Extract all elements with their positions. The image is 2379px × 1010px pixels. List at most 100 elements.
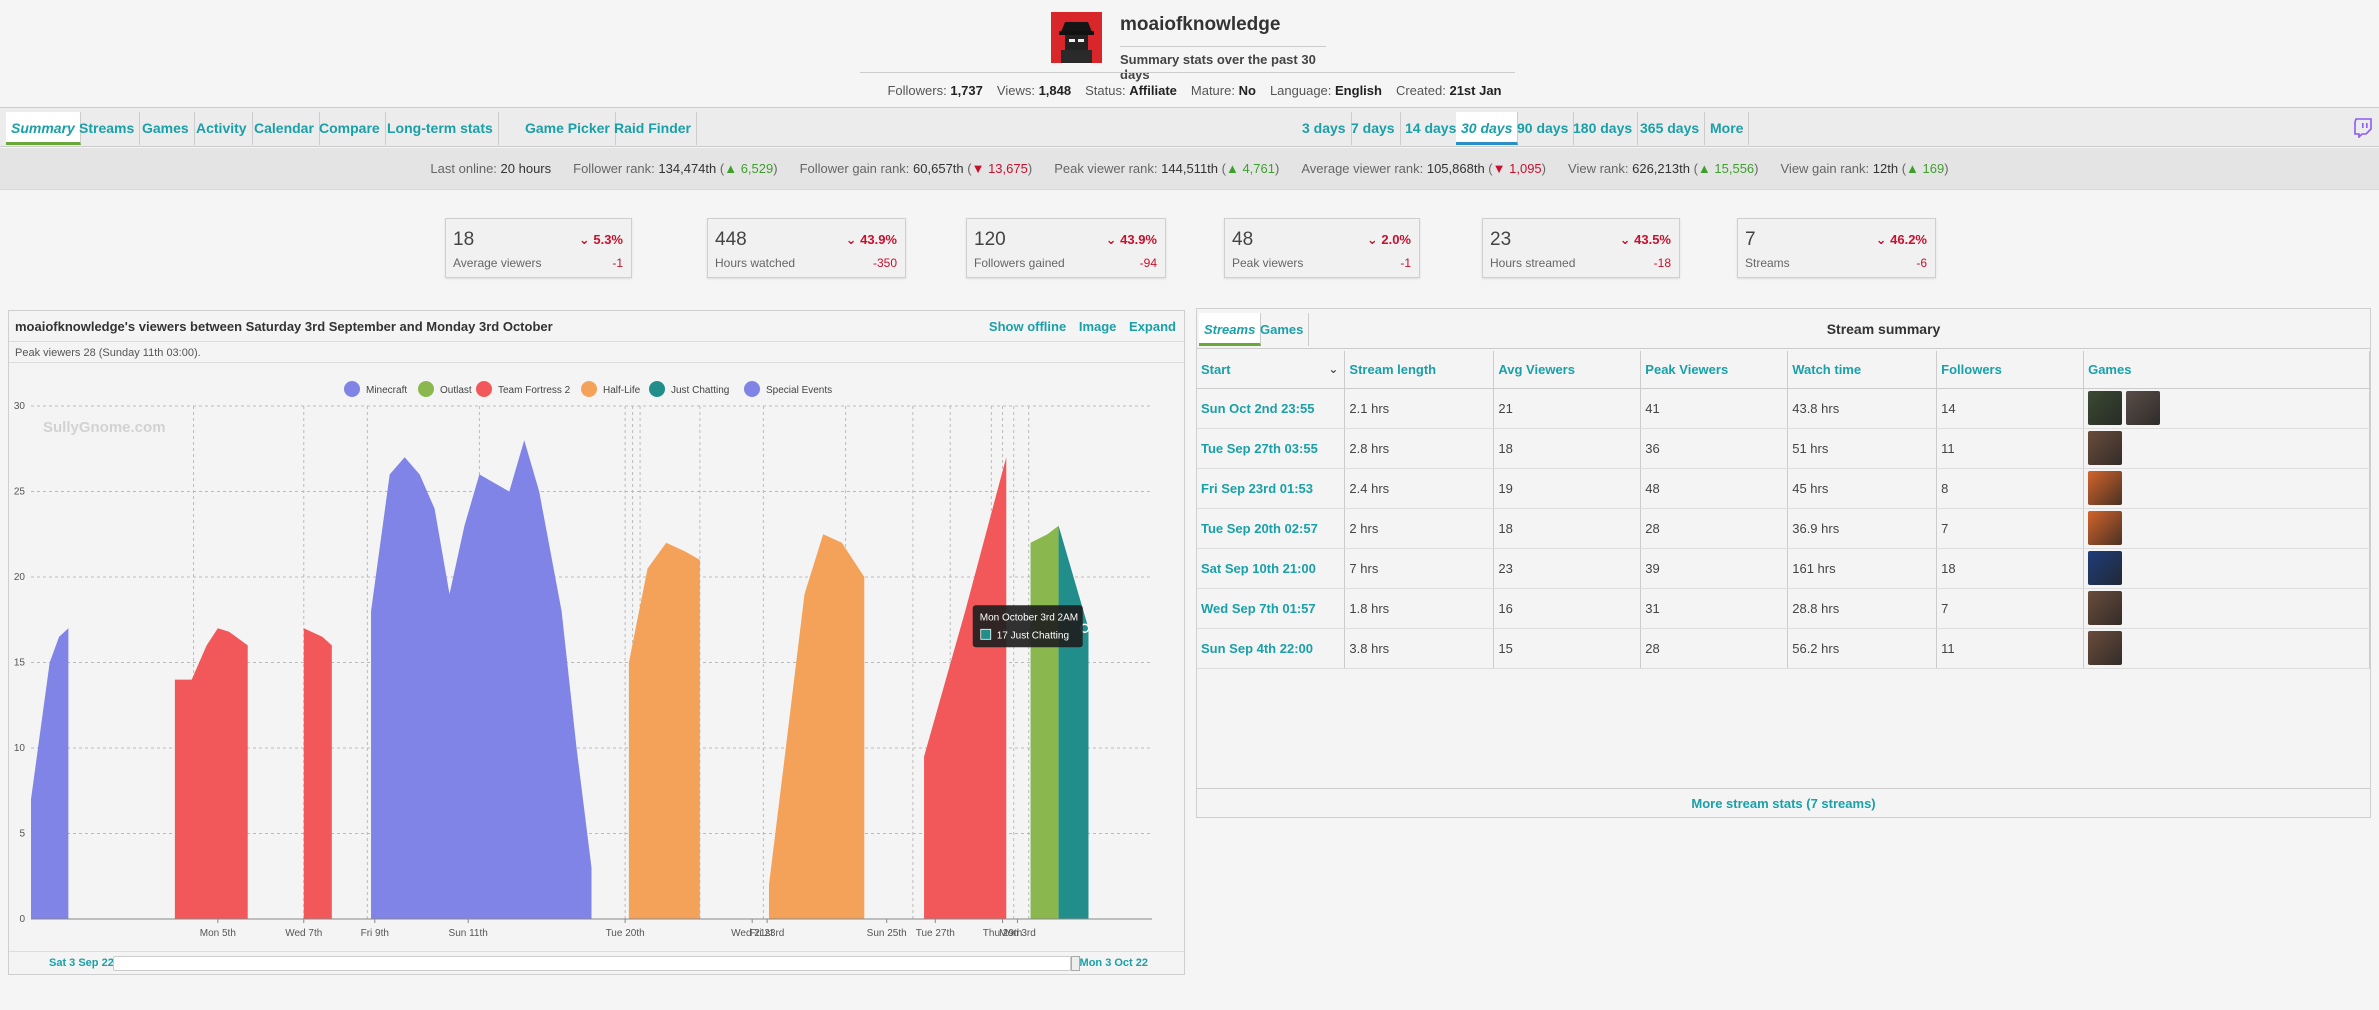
stat-value: Affiliate xyxy=(1129,83,1177,98)
viewers-chart[interactable]: 0 5 10 15 20 25 30 Mon 5th Wed 7th Fri 9th Sun 11t… xyxy=(9,363,1186,951)
image-link[interactable]: Image xyxy=(1078,319,1117,334)
cell-peak: 48 xyxy=(1640,468,1789,509)
column-header-peak-viewers[interactable]: Peak Viewers xyxy=(1640,351,1789,389)
area-segment-outlast[interactable] xyxy=(1030,525,1059,919)
card-percent: ⌄ 43.9% xyxy=(846,232,897,248)
sort-chevron-down-icon[interactable]: ⌄ xyxy=(1328,361,1339,376)
cell-games xyxy=(2083,628,2370,669)
cell-peak: 39 xyxy=(1640,548,1789,589)
range-tab-90-days[interactable]: 90 days xyxy=(1512,112,1575,145)
range-tab-more[interactable]: More xyxy=(1705,112,1750,145)
cell-peak: 31 xyxy=(1640,588,1789,629)
game-thumbnail[interactable] xyxy=(2088,471,2123,505)
game-thumbnail[interactable] xyxy=(2088,391,2123,425)
game-thumbnail[interactable] xyxy=(2088,431,2123,465)
column-header-followers[interactable]: Followers xyxy=(1936,351,2085,389)
nav-tab-games[interactable]: Games xyxy=(137,112,195,145)
area-segment-minecraft[interactable] xyxy=(31,628,69,919)
game-thumbnail[interactable] xyxy=(2088,631,2123,665)
nav-tab-compare[interactable]: Compare xyxy=(314,112,386,145)
legend-item[interactable]: Minecraft xyxy=(344,381,407,397)
table-row[interactable]: Tue Sep 27th 03:55 2.8 hrs 18 36 51 hrs 11 xyxy=(1197,428,2370,469)
area-segment-team-fortress-2[interactable] xyxy=(174,628,248,919)
cell-watch: 161 hrs xyxy=(1787,548,1938,589)
range-slider-track[interactable] xyxy=(113,956,1071,971)
nav-tab-raid-finder[interactable]: Raid Finder xyxy=(609,112,698,145)
legend-item[interactable]: Outlast xyxy=(418,381,472,397)
range-tab-180-days[interactable]: 180 days xyxy=(1568,112,1639,145)
stat-key: Created: xyxy=(1395,83,1446,98)
legend-item[interactable]: Half-Life xyxy=(581,381,641,397)
channel-avatar[interactable] xyxy=(1051,12,1102,63)
table-row[interactable]: Tue Sep 20th 02:57 2 hrs 18 28 36.9 hrs 7 xyxy=(1197,508,2370,549)
stream-start-link[interactable]: Tue Sep 20th 02:57 xyxy=(1197,508,1346,549)
cell-peak: 41 xyxy=(1640,388,1789,429)
nav-tab-game-picker[interactable]: Game Picker xyxy=(520,112,616,145)
stream-start-link[interactable]: Fri Sep 23rd 01:53 xyxy=(1197,468,1346,509)
nav-tab-activity[interactable]: Activity xyxy=(191,112,253,145)
game-thumbnail[interactable] xyxy=(2088,551,2123,585)
nav-tab-summary[interactable]: Summary xyxy=(6,112,81,145)
area-segment-half-life[interactable] xyxy=(628,542,700,919)
card-percent: ⌄ 43.5% xyxy=(1620,232,1671,248)
table-row[interactable]: Sat Sep 10th 21:00 7 hrs 23 39 161 hrs 18 xyxy=(1197,548,2370,589)
x-tick-label: Mon 5th xyxy=(200,928,236,939)
range-tab-3-days[interactable]: 3 days xyxy=(1297,112,1352,145)
table-row[interactable]: Sun Oct 2nd 23:55 2.1 hrs 21 41 43.8 hrs 14 xyxy=(1197,388,2370,429)
y-tick-label: 25 xyxy=(14,487,26,498)
game-thumbnail[interactable] xyxy=(2126,391,2161,425)
legend-item[interactable]: Special Events xyxy=(744,381,832,397)
stream-start-link[interactable]: Sun Sep 4th 22:00 xyxy=(1197,628,1346,669)
y-tick-label: 15 xyxy=(14,658,26,669)
range-tab-7-days[interactable]: 7 days xyxy=(1346,112,1401,145)
card-delta: -94 xyxy=(1139,256,1157,270)
area-segment-team-fortress-2[interactable] xyxy=(924,457,1007,919)
rank-key: Follower gain rank: xyxy=(799,161,910,176)
stream-start-link[interactable]: Sun Oct 2nd 23:55 xyxy=(1197,388,1346,429)
stat-key: Mature: xyxy=(1190,83,1235,98)
stat-card: 120 Followers gained ⌄ 43.9% -94 xyxy=(966,218,1166,278)
tab-games[interactable]: Games xyxy=(1255,313,1310,346)
rank-delta: 169 xyxy=(1922,161,1945,176)
area-segment-team-fortress-2[interactable] xyxy=(303,628,332,919)
show-offline-link[interactable]: Show offline xyxy=(988,319,1067,334)
column-header-games[interactable]: Games xyxy=(2083,351,2370,389)
game-thumbnail[interactable] xyxy=(2088,591,2123,625)
range-tab-365-days[interactable]: 365 days xyxy=(1635,112,1706,145)
rank-value: 20 hours xyxy=(500,161,552,176)
rank-item: View gain rank: 12th (▲ 169) xyxy=(1780,161,1949,176)
area-segment-special-events[interactable] xyxy=(371,440,592,919)
more-stream-stats-link[interactable]: More stream stats (7 streams) xyxy=(1197,788,2370,817)
stream-start-link[interactable]: Wed Sep 7th 01:57 xyxy=(1197,588,1346,629)
expand-link[interactable]: Expand xyxy=(1129,319,1176,334)
stream-table: Start ⌄ Stream length Avg Viewers Peak Viewe… xyxy=(1197,351,2370,669)
column-header-avg-viewers[interactable]: Avg Viewers xyxy=(1493,351,1642,389)
column-header-stream-length[interactable]: Stream length xyxy=(1344,351,1495,389)
area-segment-half-life[interactable] xyxy=(768,534,865,919)
range-tab-30-days[interactable]: 30 days xyxy=(1456,112,1519,145)
card-percent-value: 43.9% xyxy=(860,232,897,247)
nav-tab-calendar[interactable]: Calendar xyxy=(249,112,320,145)
card-label: Hours watched xyxy=(715,256,796,270)
range-tab-14-days[interactable]: 14 days xyxy=(1400,112,1463,145)
twitch-icon[interactable] xyxy=(2354,118,2372,138)
stream-start-link[interactable]: Sat Sep 10th 21:00 xyxy=(1197,548,1346,589)
column-header-watch-time[interactable]: Watch time xyxy=(1787,351,1938,389)
tab-streams[interactable]: Streams xyxy=(1199,313,1262,346)
table-row[interactable]: Fri Sep 23rd 01:53 2.4 hrs 19 48 45 hrs 8 xyxy=(1197,468,2370,509)
table-row[interactable]: Sun Sep 4th 22:00 3.8 hrs 15 28 56.2 hrs 11 xyxy=(1197,628,2370,669)
table-row[interactable]: Wed Sep 7th 01:57 1.8 hrs 16 31 28.8 hrs 7 xyxy=(1197,588,2370,629)
column-header-start[interactable]: Start ⌄ xyxy=(1197,351,1346,389)
nav-tab-long-term-stats[interactable]: Long-term stats xyxy=(382,112,499,145)
range-slider-handle[interactable] xyxy=(1071,956,1080,971)
cell-watch: 43.8 hrs xyxy=(1787,388,1938,429)
card-percent: ⌄ 2.0% xyxy=(1367,232,1411,248)
nav-tab-streams[interactable]: Streams xyxy=(74,112,141,145)
y-tick-label: 0 xyxy=(19,914,25,925)
legend-swatch xyxy=(744,381,760,397)
game-thumbnail[interactable] xyxy=(2088,511,2123,545)
cell-games xyxy=(2083,468,2370,509)
legend-item[interactable]: Team Fortress 2 xyxy=(476,381,571,397)
legend-item[interactable]: Just Chatting xyxy=(649,381,729,397)
stream-start-link[interactable]: Tue Sep 27th 03:55 xyxy=(1197,428,1346,469)
